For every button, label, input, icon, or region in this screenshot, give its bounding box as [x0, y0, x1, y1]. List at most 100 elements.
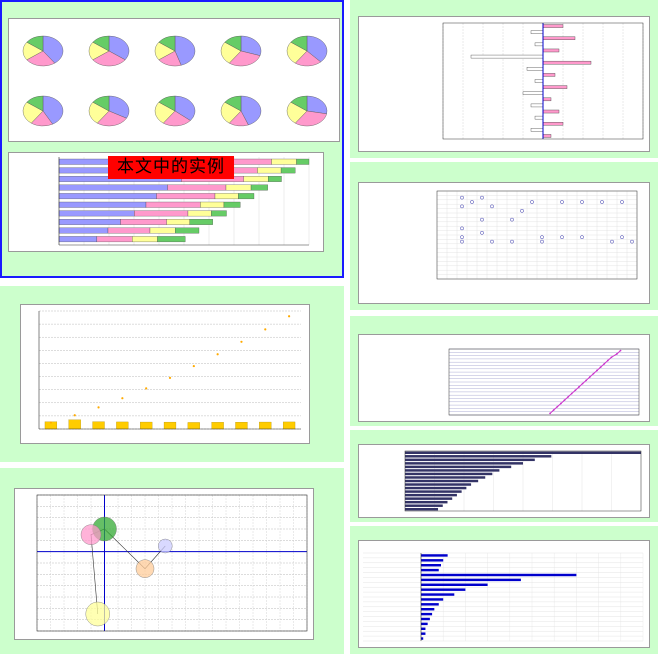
table-bar: [421, 588, 465, 590]
horizontal-bar: [405, 490, 462, 492]
ranking-point: [567, 396, 569, 398]
bar: [116, 422, 128, 429]
line-point: [97, 406, 99, 408]
bubble: [86, 602, 110, 626]
bar: [188, 422, 200, 429]
horizontal-bar: [405, 483, 471, 485]
dot-mark: [480, 231, 483, 234]
line-point: [217, 353, 219, 355]
table-bar: [421, 574, 576, 576]
bar: [69, 420, 81, 429]
bar-line-chart: [21, 305, 311, 445]
ranking-line-chart: [359, 335, 651, 423]
diverging-bar: [543, 86, 567, 89]
line-point: [240, 341, 242, 343]
stacked-bar-segment: [59, 211, 134, 217]
example-banner: 本文中的实例: [108, 156, 234, 179]
diverging-bar: [543, 134, 551, 137]
ranking-point: [578, 386, 580, 388]
stacked-bar-segment: [251, 185, 268, 191]
stacked-bar-segment: [297, 159, 310, 165]
horizontal-bar: [405, 459, 535, 461]
diverging-bar: [543, 110, 559, 113]
bubble-chart: [15, 489, 315, 641]
panel-diverging: [350, 0, 658, 158]
horizontal-bar: [405, 494, 457, 496]
dot-mark: [580, 200, 583, 203]
diverging-bar: [543, 49, 559, 52]
stacked-bar-segment: [238, 193, 254, 199]
line-point: [50, 421, 52, 423]
table-bar: [421, 579, 521, 581]
panel3-plot: [14, 488, 314, 640]
stacked-bar-segment: [272, 159, 297, 165]
ranking-point: [564, 399, 566, 401]
dot-mark: [520, 209, 523, 212]
diverging-bar: [523, 92, 543, 95]
table-bar: [421, 564, 441, 566]
diverging-bar: [543, 122, 563, 125]
ranking-point: [560, 403, 562, 405]
dot-mark: [490, 240, 493, 243]
line-point: [121, 397, 123, 399]
dot-mark: [490, 205, 493, 208]
dot-mark: [610, 240, 613, 243]
bubble: [158, 539, 172, 553]
line-point: [74, 414, 76, 416]
table-bar: [421, 584, 488, 586]
bubble: [136, 560, 154, 578]
stacked-bar-segment: [168, 185, 226, 191]
table-bar: [421, 554, 448, 556]
stacked-bar-segment: [268, 176, 281, 182]
table-bar: [421, 613, 432, 615]
horizontal-bar: [405, 501, 447, 503]
panel-bar-line: [0, 286, 344, 462]
ranking-point: [582, 383, 584, 385]
stacked-bar-segment: [281, 168, 295, 174]
diverging-bar: [527, 67, 543, 70]
stacked-bar-segment: [157, 236, 185, 242]
dot-mark: [540, 236, 543, 239]
stacked-bar-segment: [59, 236, 97, 242]
diverging-bar: [531, 104, 543, 107]
bar: [140, 422, 152, 429]
horizontal-bar-chart: [359, 445, 651, 519]
diverging-bar: [543, 73, 555, 76]
horizontal-bar: [405, 466, 511, 468]
table-bar: [421, 569, 439, 571]
diverging-bar: [535, 43, 543, 46]
panel5-plot: [358, 182, 650, 304]
bar: [212, 422, 224, 429]
horizontal-bar: [405, 469, 499, 471]
stacked-bar-segment: [59, 228, 108, 234]
diverging-bar: [531, 128, 543, 131]
diverging-bar: [535, 116, 543, 119]
diverging-bar: [535, 79, 543, 82]
line-point: [145, 387, 147, 389]
table-bar: [421, 637, 423, 639]
table-bar: [421, 559, 443, 561]
panel4-plot: [358, 16, 650, 152]
horizontal-bar: [405, 508, 438, 510]
dot-mark: [620, 200, 623, 203]
stacked-bar-segment: [157, 193, 216, 199]
bar: [164, 422, 176, 429]
bubble: [81, 525, 101, 545]
ranking-point: [574, 389, 576, 391]
dot-mark: [580, 236, 583, 239]
ranking-point: [611, 356, 613, 358]
line-point: [169, 377, 171, 379]
diverging-bar: [531, 31, 543, 34]
panel-table-bars: [350, 526, 658, 654]
pie-slice: [307, 96, 327, 114]
panel6-plot: [358, 334, 650, 422]
trajectory-line: [91, 529, 165, 614]
stacked-bar-segment: [59, 219, 121, 225]
dot-mark: [630, 240, 633, 243]
table-bar: [421, 618, 430, 620]
panel-dot-matrix: [350, 162, 658, 310]
table-bar: [421, 608, 434, 610]
dot-mark: [460, 205, 463, 208]
diverging-bar: [471, 55, 543, 58]
diverging-bar: [543, 37, 575, 40]
